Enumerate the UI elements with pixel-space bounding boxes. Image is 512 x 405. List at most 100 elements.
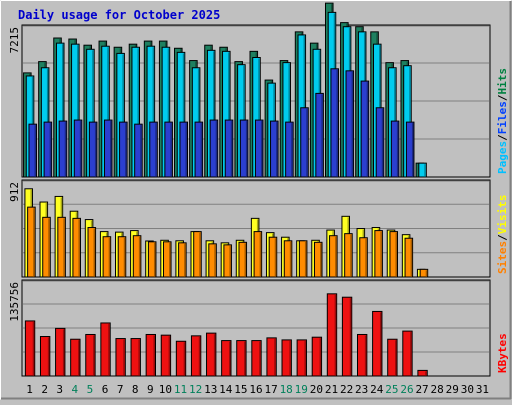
bar-sites-day-24 <box>374 230 383 278</box>
bar-kbytes-day-15 <box>236 340 247 377</box>
bar-shade <box>48 218 50 276</box>
bar-shade <box>424 164 426 176</box>
bar-shade <box>110 121 112 176</box>
bar-shade <box>77 45 79 176</box>
bar-shade <box>244 243 247 276</box>
bar-shade <box>198 336 201 375</box>
bar-sites-day-18 <box>283 240 293 278</box>
bar-pages-day-11 <box>179 121 189 178</box>
bar-sites-day-8 <box>132 235 142 278</box>
x-tick-day-9: 9 <box>147 383 154 396</box>
bar-shade <box>78 340 80 375</box>
bar-shade <box>349 298 352 375</box>
bar-sites-day-12 <box>193 231 202 278</box>
bar-shade <box>62 329 65 375</box>
bar-shade <box>409 66 411 176</box>
bar-shade <box>289 340 291 375</box>
bar-shade <box>303 35 306 176</box>
bar-sites-day-1 <box>27 206 36 278</box>
bar-kbytes-day-8 <box>130 338 141 377</box>
bar-pages-day-15 <box>239 119 249 178</box>
legend-item-sites: Sites <box>496 241 509 274</box>
bar-kbytes-day-3 <box>55 327 66 377</box>
bar-shade <box>244 341 246 375</box>
legend-hits-files-pages: Pages/Files/Hits <box>496 68 509 174</box>
legend-item-hits: Hits <box>496 68 509 95</box>
bar-sites-day-17 <box>268 236 278 278</box>
bar-shade <box>185 123 188 176</box>
bar-shade <box>351 71 354 176</box>
bar-pages-day-13 <box>209 119 219 178</box>
bar-shade <box>167 48 170 176</box>
bar-pages-day-3 <box>58 120 68 178</box>
bar-sites-day-2 <box>42 216 51 278</box>
bar-shade <box>320 243 322 276</box>
legend-separator: / <box>496 134 509 141</box>
bar-sites-day-3 <box>57 216 66 278</box>
bar-pages-day-26 <box>405 121 415 178</box>
bar-sites-day-20 <box>313 241 323 278</box>
bar-sites-day-13 <box>208 243 217 278</box>
bar-sites-day-15 <box>238 241 248 278</box>
x-tick-day-4: 4 <box>72 383 79 396</box>
bar-kbytes-day-17 <box>266 337 277 377</box>
ymax-label-kbytes: 135756 <box>8 282 21 322</box>
bar-sites-day-7 <box>117 236 127 278</box>
bar-shade <box>228 52 230 176</box>
bar-shade <box>229 245 231 276</box>
bar-pages-day-8 <box>134 123 143 178</box>
bar-shade <box>230 121 233 176</box>
x-tick-day-17: 17 <box>264 383 277 396</box>
x-tick-day-26: 26 <box>400 383 413 396</box>
bar-shade <box>336 69 338 176</box>
bar-shade <box>94 123 97 176</box>
bar-sites-day-5 <box>87 227 97 278</box>
bar-pages-day-7 <box>119 121 128 178</box>
x-tick-day-18: 18 <box>280 383 293 396</box>
x-tick-day-13: 13 <box>204 383 217 396</box>
bar-pages-day-23 <box>360 80 370 178</box>
bar-shade <box>350 234 352 276</box>
x-tick-day-30: 30 <box>461 383 474 396</box>
bar-shade <box>396 122 399 176</box>
bar-sites-day-26 <box>404 237 414 278</box>
x-tick-day-8: 8 <box>132 383 139 396</box>
bar-shade <box>395 232 398 276</box>
chart-title: Daily usage for October 2025 <box>18 8 220 22</box>
bar-pages-day-25 <box>390 120 400 178</box>
panel-visits-sites: 912 Sites/Visits <box>8 179 509 278</box>
legend-item-kbytes: KBytes <box>496 333 509 373</box>
bar-shade <box>168 336 171 375</box>
bar-pages-day-24 <box>375 107 385 178</box>
bar-kbytes-day-1 <box>24 320 36 377</box>
bar-shade <box>34 125 37 176</box>
bar-shade <box>258 58 260 176</box>
bar-kbytes-day-23 <box>356 333 368 377</box>
bar-shade <box>259 341 261 375</box>
bar-pages-day-17 <box>270 120 279 178</box>
x-tick-day-6: 6 <box>102 383 109 396</box>
bar-shade <box>107 47 109 176</box>
bar-pages-day-2 <box>43 121 53 178</box>
bar-shade <box>425 270 428 276</box>
bar-kbytes-day-13 <box>206 332 217 377</box>
bar-kbytes-day-27 <box>417 369 428 377</box>
bar-kbytes-day-7 <box>115 338 126 377</box>
bar-sites-day-6 <box>102 236 112 278</box>
bar-shade <box>170 123 172 176</box>
bar-sites-day-23 <box>359 237 368 278</box>
bar-shade <box>319 338 322 375</box>
bar-shade <box>365 238 367 276</box>
bar-kbytes-day-26 <box>402 330 413 377</box>
bar-kbytes-day-12 <box>190 335 202 377</box>
bar-shade <box>291 123 293 176</box>
bar-shade <box>155 123 157 176</box>
bar-kbytes-day-22 <box>341 296 353 377</box>
bar-kbytes-day-16 <box>251 340 262 377</box>
bar-pages-day-12 <box>194 121 204 178</box>
bar-sites-day-16 <box>253 231 263 278</box>
bar-shade <box>200 123 203 176</box>
bar-shade <box>125 123 127 176</box>
bar-shade <box>183 342 186 375</box>
